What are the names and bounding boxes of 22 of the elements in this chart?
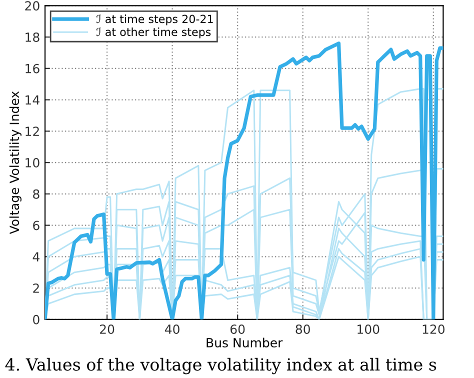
y-tick-label: 10 (26, 158, 40, 168)
x-tick-label: 20 (100, 324, 114, 334)
y-axis-title: Voltage Volatility Index (9, 91, 22, 234)
y-tick-label: 18 (26, 32, 40, 42)
x-tick-label: 60 (230, 324, 245, 334)
x-tick-label: 100 (358, 324, 380, 334)
y-tick-label: 8 (33, 189, 40, 199)
y-tick-label: 6 (33, 220, 40, 230)
y-tick-label: 16 (26, 64, 40, 74)
x-tick-label: 120 (422, 324, 444, 334)
text: 4. Values of the voltage volatility index at all time s (5, 358, 436, 374)
legend-label: ℐ at time steps 20-21 (96, 14, 213, 26)
y-tick-label: 0 (33, 314, 40, 324)
x-tick-label: 40 (164, 324, 180, 334)
y-tick-label: 12 (26, 126, 39, 136)
legend-label: ℐ at other time steps (96, 28, 211, 38)
x-axis-title: Bus Number (206, 338, 283, 348)
y-tick-label: 20 (25, 1, 40, 11)
y-tick-label: 14 (26, 95, 40, 105)
y-tick-label: 4 (32, 252, 40, 262)
y-tick-label: 2 (33, 284, 39, 293)
x-tick-label: 80 (296, 324, 310, 334)
